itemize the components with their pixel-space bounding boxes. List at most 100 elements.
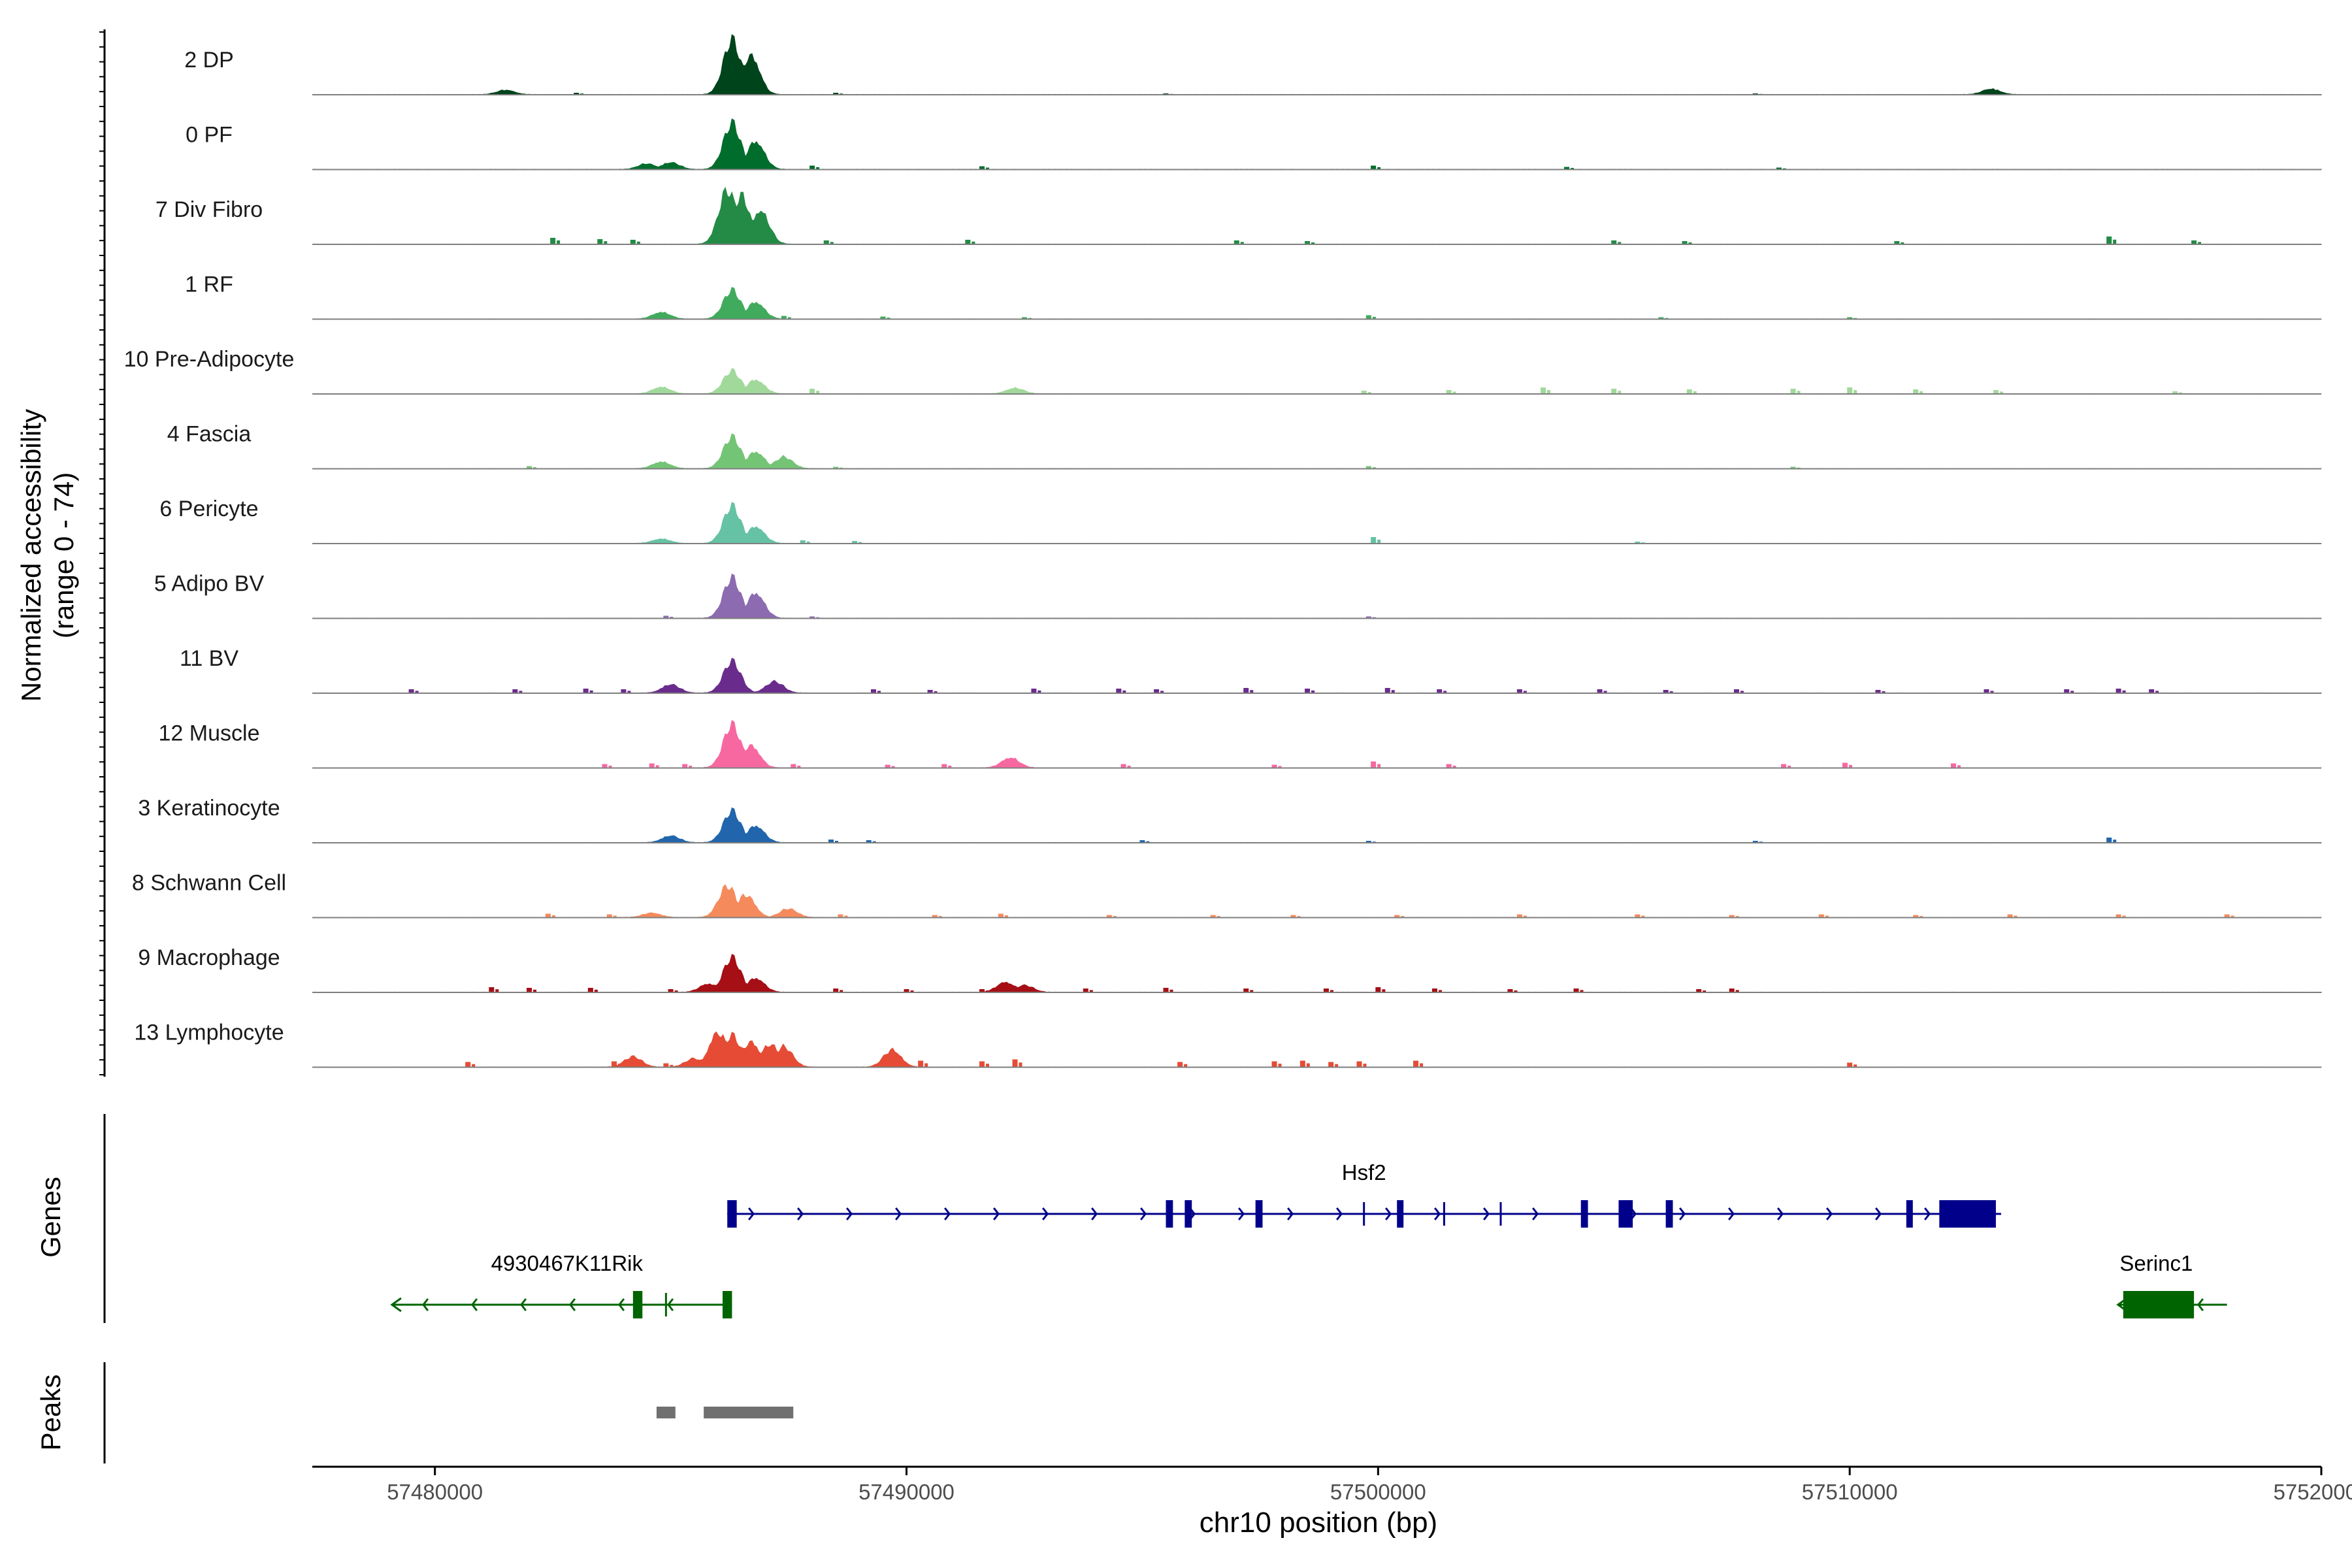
coverage-spike xyxy=(1564,167,1570,170)
coverage-spike xyxy=(608,765,612,768)
coverage-spike xyxy=(2230,915,2234,918)
coverage-spike xyxy=(1913,389,1919,394)
coverage-spike xyxy=(1669,691,1673,693)
coverage-spike xyxy=(1328,1062,1334,1068)
coverage-spike xyxy=(1278,766,1282,768)
coverage-spike xyxy=(828,840,834,843)
coverage-spike xyxy=(1984,689,1989,693)
coverage-track: 1 RF xyxy=(185,272,2322,320)
coverage-area xyxy=(312,719,2322,769)
coverage-spike xyxy=(1243,988,1249,992)
strand-arrow-icon xyxy=(1140,1207,1147,1220)
coverage-spike xyxy=(938,916,942,918)
coverage-spike xyxy=(611,1061,617,1068)
coverage-spike xyxy=(1790,389,1796,394)
coverage-spike xyxy=(872,841,876,843)
coverage-spike xyxy=(472,1064,476,1068)
coverage-spike xyxy=(1120,764,1126,768)
coverage-spike xyxy=(838,914,843,918)
track-label: 1 RF xyxy=(185,272,233,297)
coverage-spike xyxy=(627,691,631,693)
strand-arrow-icon xyxy=(667,1298,674,1311)
coverage-spike xyxy=(1031,689,1037,693)
coverage-track: 5 Adipo BV xyxy=(154,572,2322,619)
coverage-spike xyxy=(891,766,895,768)
peak-region xyxy=(656,1407,676,1418)
coverage-track: 10 Pre-Adipocyte xyxy=(124,347,2322,395)
track-label: 4 Fascia xyxy=(167,422,252,447)
coverage-spike xyxy=(1848,764,1852,768)
coverage-spike xyxy=(1635,914,1641,918)
coverage-spike xyxy=(1733,689,1739,693)
coverage-spike xyxy=(1686,389,1692,394)
coverage-spike xyxy=(1127,765,1131,768)
coverage-spike xyxy=(1177,1062,1183,1068)
coverage-spike xyxy=(1363,1064,1367,1068)
coverage-spike xyxy=(1957,765,1961,768)
coverage-spike xyxy=(1356,1061,1362,1068)
coverage-spike xyxy=(1384,688,1390,693)
coverage-spike xyxy=(2113,840,2117,843)
coverage-spike xyxy=(527,466,532,469)
coverage-spike xyxy=(587,988,593,992)
coverage-spike xyxy=(1693,391,1697,394)
coverage-spike xyxy=(809,165,815,170)
strand-arrow-icon xyxy=(1679,1207,1686,1220)
coverage-spike xyxy=(617,1064,621,1068)
coverage-spike xyxy=(1443,691,1447,693)
coverage-spike xyxy=(932,915,938,918)
coverage-spike xyxy=(2014,915,2017,918)
x-axis: chr10 position (bp) 57480000 57490000 5750… xyxy=(312,1465,2352,1539)
coverage-track: 13 Lymphocyte xyxy=(134,1021,2322,1068)
coverage-spike xyxy=(1089,990,1093,992)
x-tick-label: 57480000 xyxy=(387,1480,483,1504)
coverage-track: 9 Macrophage xyxy=(138,945,2322,993)
coverage-spike xyxy=(833,988,839,992)
coverage-track: 6 Pericyte xyxy=(159,497,2322,544)
peak-region xyxy=(704,1407,794,1418)
peaks-panel-label: Peaks xyxy=(35,1375,66,1451)
coverage-spike xyxy=(1825,915,1829,918)
strand-arrow-icon xyxy=(422,1298,429,1311)
coverage-spike xyxy=(408,689,414,693)
gene-name-label: 4930467K11Rik xyxy=(491,1251,644,1275)
coverage-spike xyxy=(781,316,787,319)
coverage-spike xyxy=(986,990,989,992)
coverage-spike xyxy=(1571,168,1575,170)
coverage-spike xyxy=(604,241,608,244)
coverage-spike xyxy=(655,765,659,768)
coverage-spike xyxy=(1037,690,1041,693)
coverage-spike xyxy=(594,989,598,992)
coverage-spike xyxy=(1210,915,1216,918)
coverage-spike xyxy=(1420,1063,1424,1068)
coverage-spike xyxy=(533,989,537,992)
coverage-spike xyxy=(979,166,985,170)
coverage-spike xyxy=(1217,916,1220,918)
strand-arrow-icon xyxy=(1777,1207,1784,1220)
coverage-spike xyxy=(489,987,495,992)
coverage-spike xyxy=(844,915,848,918)
coverage-spike xyxy=(1516,689,1522,693)
coverage-spike xyxy=(415,691,419,693)
exon-block xyxy=(1184,1200,1192,1228)
strand-arrow-icon xyxy=(1875,1207,1882,1220)
coverage-spike xyxy=(1305,689,1311,693)
coverage-spike xyxy=(2106,838,2112,843)
coverage-spike xyxy=(1514,990,1518,992)
coverage-spike xyxy=(1160,691,1164,693)
coverage-spike xyxy=(833,93,839,95)
coverage-spike xyxy=(866,840,872,843)
track-label: 10 Pre-Adipocyte xyxy=(124,347,295,372)
coverage-spike xyxy=(1641,915,1645,918)
x-tick-label: 57490000 xyxy=(858,1480,955,1504)
coverage-spike xyxy=(519,691,523,693)
coverage-spike xyxy=(904,989,909,992)
coverage-spike xyxy=(1437,689,1443,693)
coverage-tracks: 2 DP 0 PF 7 Div Fibro 1 RF 10 Pre-Adipocyte 4… xyxy=(99,29,2322,1077)
coverage-spike xyxy=(689,765,693,768)
coverage-spike xyxy=(533,467,537,469)
coverage-area xyxy=(312,573,2322,619)
exon-block xyxy=(1255,1200,1263,1228)
track-label: 12 Muscle xyxy=(159,721,260,746)
coverage-spike xyxy=(589,690,593,693)
